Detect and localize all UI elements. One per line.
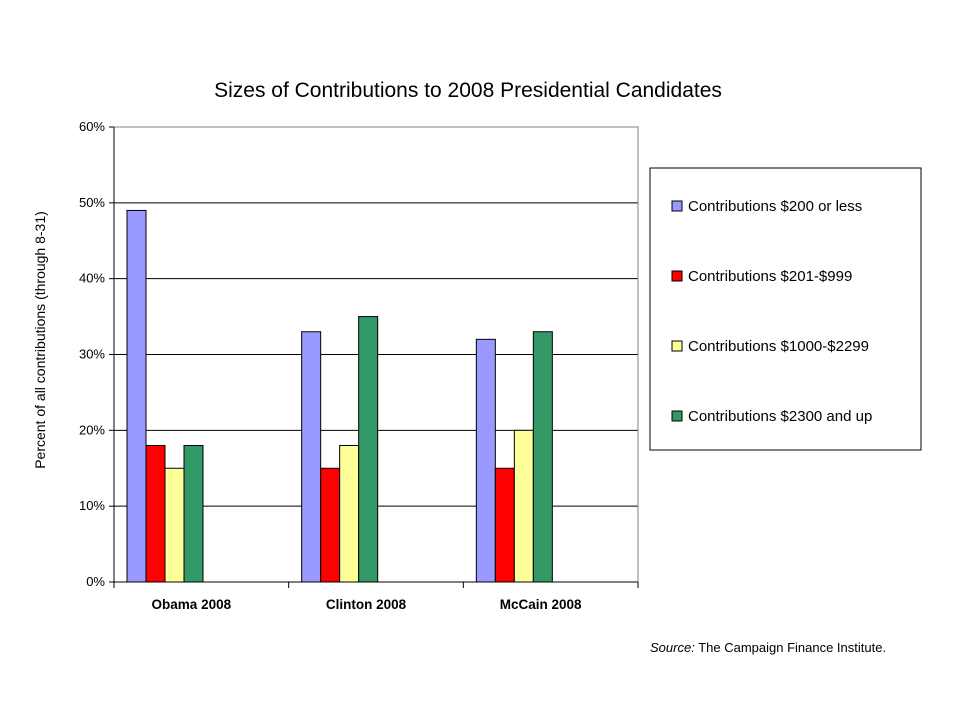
legend-entry: Contributions $200 or less xyxy=(688,198,862,215)
y-tick-label: 30% xyxy=(79,347,105,362)
y-tick-label: 50% xyxy=(79,195,105,210)
bar xyxy=(339,445,360,583)
plot-area: 0% 10% 20% 30% 40% 50% 60% Obama 2008 Clinton 20… xyxy=(79,119,639,612)
bar xyxy=(494,467,515,583)
source-label: Source: xyxy=(650,640,695,655)
legend-entry: Contributions $201-$999 xyxy=(688,268,852,285)
bar xyxy=(145,445,166,583)
y-tick-label: 60% xyxy=(79,119,105,134)
bar xyxy=(126,209,147,583)
legend: Contributions $200 or less Contributions … xyxy=(649,167,922,451)
legend-entry: Contributions $1000-$2299 xyxy=(688,338,869,355)
source-note: Source: The Campaign Finance Institute. xyxy=(650,640,886,655)
legend-box xyxy=(649,167,922,451)
legend-swatch xyxy=(671,200,683,212)
bar xyxy=(513,429,534,583)
x-tick-label: Clinton 2008 xyxy=(326,597,407,612)
legend-swatch xyxy=(671,410,683,422)
chart-title: Sizes of Contributions to 2008 President… xyxy=(214,79,722,102)
legend-entry: Contributions $2300 and up xyxy=(688,408,872,425)
x-tick-label: Obama 2008 xyxy=(152,597,232,612)
bar xyxy=(164,467,185,583)
bar xyxy=(301,331,322,583)
source-text: The Campaign Finance Institute. xyxy=(694,640,887,655)
y-tick-label: 10% xyxy=(79,498,105,513)
legend-swatch xyxy=(671,340,683,352)
y-tick-label: 20% xyxy=(79,422,105,437)
y-tick-label: 0% xyxy=(86,574,105,589)
bar xyxy=(475,338,496,583)
bar xyxy=(320,467,341,583)
bar xyxy=(183,445,204,583)
y-axis-label: Percent of all contributions (through 8-… xyxy=(32,211,48,469)
y-tick-label: 40% xyxy=(79,271,105,286)
x-tick-label: McCain 2008 xyxy=(500,597,582,612)
bar xyxy=(532,331,553,583)
legend-swatch xyxy=(671,270,683,282)
bar xyxy=(358,316,379,583)
